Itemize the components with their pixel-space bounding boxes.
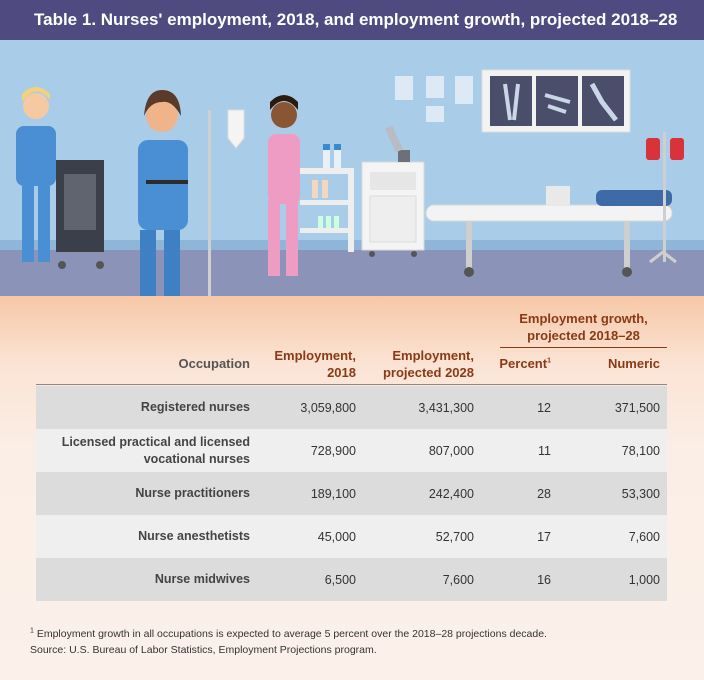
row-percent: 17 (537, 529, 551, 544)
row-numeric: 7,600 (628, 529, 660, 544)
source-note: Source: U.S. Bureau of Labor Statistics,… (30, 644, 377, 656)
row-numeric: 1,000 (628, 572, 660, 587)
hospital-illustration (0, 40, 704, 302)
row-occupation: Licensed practical and licensed vocation… (61, 434, 250, 466)
footnote-1-marker: 1 (30, 627, 34, 635)
table-row: Licensed practical and licensed vocation… (36, 429, 667, 472)
table-row: Registered nurses 3,059,800 3,431,300 12 371… (36, 386, 667, 429)
header-rule (36, 384, 667, 385)
group-header-rule (500, 347, 667, 348)
footnote-1: 1 Employment growth in all occupations i… (30, 626, 690, 642)
col-header-occupation: Occupation (178, 356, 250, 371)
col-header-percent-label: Percent (499, 356, 548, 371)
row-employment-2018: 45,000 (317, 529, 356, 544)
row-numeric: 53,300 (621, 486, 660, 501)
row-employment-2028: 242,400 (428, 486, 474, 501)
row-employment-2028: 3,431,300 (418, 400, 474, 415)
row-percent: 16 (537, 572, 551, 587)
row-employment-2018: 728,900 (310, 443, 356, 458)
row-employment-2018: 6,500 (324, 572, 356, 587)
row-percent: 11 (538, 443, 551, 458)
row-employment-2018: 3,059,800 (300, 400, 356, 415)
row-numeric: 371,500 (614, 400, 660, 415)
footnote-marker: 1 (547, 357, 551, 365)
col-header-numeric: Numeric (607, 356, 660, 371)
row-employment-2028: 52,700 (435, 529, 474, 544)
footnotes: 1 Employment growth in all occupations i… (30, 626, 690, 658)
row-employment-2028: 7,600 (442, 572, 474, 587)
growth-group-header: Employment growth, projected 2018–28 (519, 311, 648, 343)
table-title: Table 1. Nurses' employment, 2018, and e… (0, 0, 704, 40)
col-header-employment-2018: Employment, 2018 (274, 348, 356, 380)
table-row: Nurse midwives 6,500 7,600 16 1,000 (36, 558, 667, 601)
row-occupation: Nurse midwives (154, 572, 250, 586)
row-numeric: 78,100 (621, 443, 660, 458)
row-percent: 12 (537, 400, 551, 415)
table-row: Nurse anesthetists 45,000 52,700 17 7,600 (36, 515, 667, 558)
row-percent: 28 (537, 486, 551, 501)
table-body: Registered nurses 3,059,800 3,431,300 12 371… (36, 386, 667, 601)
row-employment-2028: 807,000 (428, 443, 474, 458)
footnote-1-text: Employment growth in all occupations is … (33, 628, 547, 640)
col-header-employment-2028: Employment, projected 2028 (382, 348, 474, 380)
row-occupation: Nurse anesthetists (138, 529, 250, 543)
row-occupation: Nurse practitioners (135, 486, 250, 500)
row-occupation: Registered nurses (140, 400, 250, 414)
table-row: Nurse practitioners 189,100 242,400 28 53,30… (36, 472, 667, 515)
col-header-percent: Percent1 (480, 355, 551, 372)
row-employment-2018: 189,100 (310, 486, 356, 501)
